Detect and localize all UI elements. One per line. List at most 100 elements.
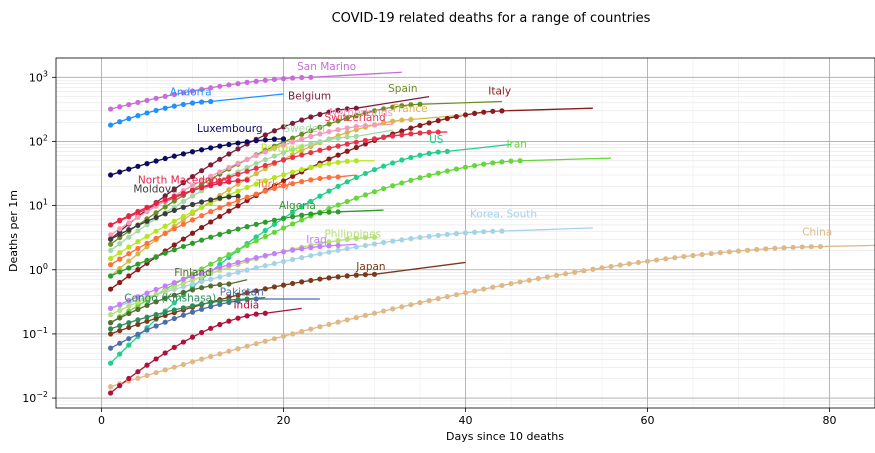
data-point xyxy=(117,328,123,334)
data-point xyxy=(208,85,214,91)
data-point xyxy=(189,187,196,194)
data-point xyxy=(244,267,250,273)
data-point xyxy=(180,180,186,186)
data-point xyxy=(235,247,241,253)
data-point xyxy=(408,131,414,137)
data-point xyxy=(108,305,114,311)
data-point xyxy=(135,306,141,312)
series-label: Italy xyxy=(488,85,511,97)
series-label: Andorra xyxy=(170,87,212,99)
data-point xyxy=(162,204,168,210)
data-point xyxy=(399,237,405,243)
data-point xyxy=(117,256,123,262)
data-point xyxy=(162,211,168,217)
data-point xyxy=(326,188,332,194)
data-point xyxy=(189,149,196,155)
data-point xyxy=(189,281,196,287)
data-point xyxy=(681,253,687,260)
data-point xyxy=(417,130,423,136)
data-point xyxy=(308,141,314,147)
data-point xyxy=(353,139,359,145)
data-point xyxy=(271,229,277,235)
data-point xyxy=(280,258,287,265)
data-point xyxy=(126,220,132,226)
data-point xyxy=(626,261,632,267)
country-labels: San Marino Andorra Belgium Spain Italy France… xyxy=(124,61,832,311)
data-point xyxy=(253,138,259,144)
data-point xyxy=(535,275,541,282)
data-point xyxy=(408,236,414,242)
data-point xyxy=(199,86,205,92)
data-point xyxy=(189,287,196,293)
data-point xyxy=(317,162,323,168)
data-point xyxy=(371,108,378,114)
data-point xyxy=(335,247,341,253)
data-point xyxy=(126,244,132,250)
data-point xyxy=(199,285,205,291)
data-point xyxy=(180,243,186,250)
data-point xyxy=(244,79,250,85)
data-point xyxy=(590,266,596,272)
data-point xyxy=(499,108,505,114)
series-label: Switzerland xyxy=(324,112,385,124)
data-point xyxy=(189,174,196,180)
data-point xyxy=(290,221,296,227)
data-point xyxy=(326,275,332,281)
data-point xyxy=(271,284,277,290)
data-point xyxy=(462,290,469,296)
data-point xyxy=(262,162,268,169)
data-point xyxy=(153,311,159,318)
data-point xyxy=(189,100,196,106)
data-point xyxy=(235,296,241,303)
data-point xyxy=(171,280,177,286)
data-point xyxy=(444,148,450,154)
data-point xyxy=(371,189,378,195)
data-point xyxy=(135,369,141,375)
data-point xyxy=(226,82,232,88)
data-point xyxy=(126,324,132,331)
data-point xyxy=(126,336,132,342)
data-point xyxy=(326,145,332,151)
data-point xyxy=(108,255,114,262)
data-point xyxy=(299,74,305,81)
data-point xyxy=(499,282,505,289)
data-point xyxy=(217,321,223,328)
y-tick-label: 10−2 xyxy=(22,390,48,405)
data-point xyxy=(371,122,378,128)
data-point xyxy=(180,312,186,318)
data-point xyxy=(144,161,150,167)
data-point xyxy=(280,249,287,255)
data-point xyxy=(244,156,250,162)
data-point xyxy=(299,131,305,137)
data-point xyxy=(262,188,268,194)
data-point xyxy=(108,286,114,292)
data-point xyxy=(308,114,314,120)
data-point xyxy=(117,250,123,256)
data-point xyxy=(353,315,359,321)
data-point xyxy=(117,226,123,232)
data-point xyxy=(217,213,223,220)
data-point xyxy=(308,128,314,134)
data-point xyxy=(362,312,368,318)
data-point xyxy=(126,213,132,219)
data-point xyxy=(654,257,660,263)
data-point xyxy=(244,290,250,296)
data-point xyxy=(335,127,341,133)
data-point xyxy=(290,135,296,141)
data-point xyxy=(299,328,305,335)
data-point xyxy=(108,241,114,247)
data-point xyxy=(344,141,350,147)
data-point xyxy=(153,286,159,293)
data-point xyxy=(144,318,150,324)
data-point xyxy=(417,175,423,181)
data-point xyxy=(308,164,314,170)
data-point xyxy=(453,292,459,298)
data-point xyxy=(299,147,305,154)
data-point xyxy=(335,143,341,149)
data-point xyxy=(199,356,205,362)
data-point xyxy=(217,264,223,271)
data-point xyxy=(444,294,450,300)
data-point xyxy=(344,236,350,243)
data-point xyxy=(335,242,341,248)
data-point xyxy=(253,160,259,167)
